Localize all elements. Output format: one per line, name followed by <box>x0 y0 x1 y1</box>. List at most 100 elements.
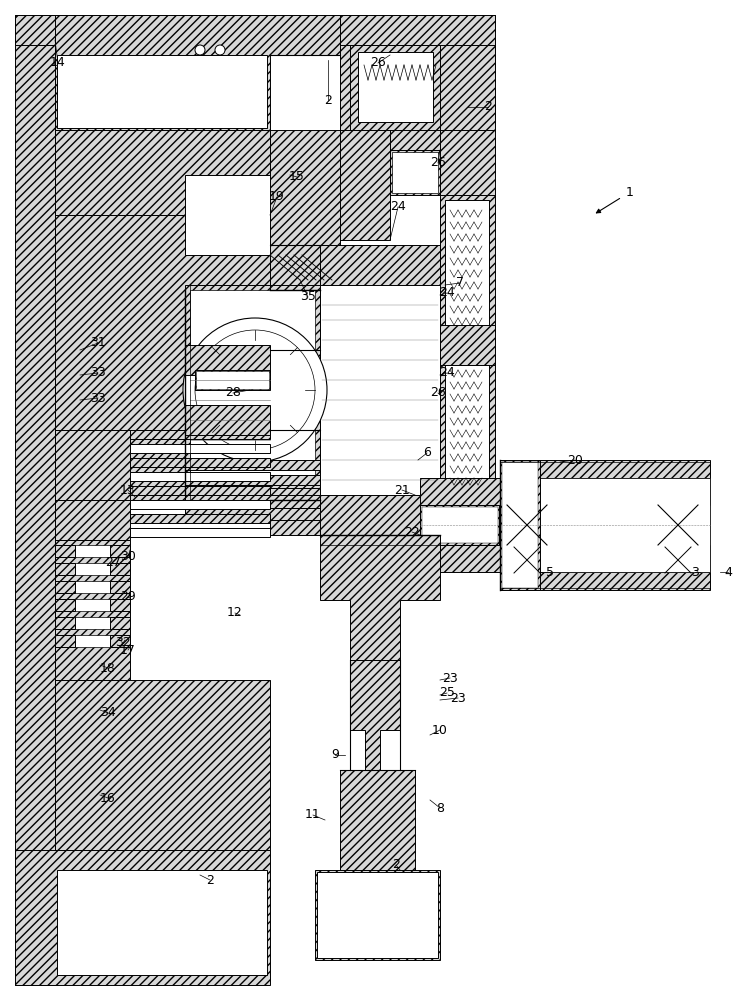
Text: 24: 24 <box>439 366 455 379</box>
Text: 1: 1 <box>626 186 634 200</box>
Bar <box>57 870 267 975</box>
Polygon shape <box>55 635 75 647</box>
Polygon shape <box>650 505 658 545</box>
Bar <box>507 505 547 545</box>
Polygon shape <box>55 545 75 557</box>
Text: 2: 2 <box>392 858 400 871</box>
Polygon shape <box>350 660 400 770</box>
Text: 18: 18 <box>100 662 116 674</box>
Polygon shape <box>55 599 75 611</box>
Bar <box>55 599 130 611</box>
Polygon shape <box>185 285 270 495</box>
Text: 15: 15 <box>289 170 305 184</box>
Polygon shape <box>185 460 320 470</box>
Polygon shape <box>185 475 320 485</box>
Text: 22: 22 <box>404 526 420 538</box>
Polygon shape <box>698 505 706 545</box>
Bar <box>445 365 489 485</box>
Polygon shape <box>55 500 130 540</box>
Polygon shape <box>110 581 130 593</box>
Polygon shape <box>55 563 75 575</box>
Bar <box>500 478 710 572</box>
Text: 26: 26 <box>370 56 386 70</box>
Text: 19: 19 <box>269 190 285 204</box>
Polygon shape <box>270 130 340 245</box>
Polygon shape <box>440 130 495 195</box>
Polygon shape <box>350 45 440 130</box>
Polygon shape <box>130 514 270 523</box>
Polygon shape <box>270 245 320 535</box>
Bar <box>130 500 270 509</box>
Polygon shape <box>110 599 130 611</box>
Polygon shape <box>15 850 270 985</box>
Text: 21: 21 <box>394 484 410 496</box>
Bar <box>514 547 540 573</box>
Polygon shape <box>270 285 320 495</box>
Polygon shape <box>500 460 540 590</box>
Polygon shape <box>55 15 340 130</box>
Text: 8: 8 <box>436 802 444 814</box>
Polygon shape <box>340 45 495 150</box>
Text: 13: 13 <box>120 484 136 496</box>
Text: 28: 28 <box>225 386 241 399</box>
Polygon shape <box>55 430 270 500</box>
Polygon shape <box>320 245 440 285</box>
Text: 6: 6 <box>423 446 431 460</box>
Polygon shape <box>110 545 130 557</box>
Bar <box>130 444 270 453</box>
Bar <box>130 472 270 481</box>
Polygon shape <box>340 130 390 240</box>
Text: 17: 17 <box>120 644 136 656</box>
Polygon shape <box>185 508 320 520</box>
Text: 23: 23 <box>442 672 458 684</box>
Polygon shape <box>659 547 665 573</box>
Polygon shape <box>547 505 555 545</box>
Bar <box>658 505 698 545</box>
Text: 16: 16 <box>100 792 116 804</box>
Circle shape <box>195 45 205 55</box>
Text: 25: 25 <box>439 686 455 700</box>
Polygon shape <box>55 540 130 680</box>
Polygon shape <box>15 15 495 45</box>
Text: 23: 23 <box>450 692 466 704</box>
Polygon shape <box>340 770 415 870</box>
Polygon shape <box>500 460 710 478</box>
Bar <box>665 547 691 573</box>
Bar <box>507 505 547 545</box>
Polygon shape <box>130 486 270 495</box>
Text: 32: 32 <box>115 637 131 650</box>
Polygon shape <box>420 545 710 572</box>
Bar <box>55 617 130 629</box>
Bar <box>658 505 698 545</box>
Polygon shape <box>130 430 270 439</box>
Polygon shape <box>15 15 55 985</box>
Polygon shape <box>499 505 507 545</box>
Circle shape <box>215 45 225 55</box>
Text: 3: 3 <box>691 566 699 578</box>
Bar <box>358 52 433 122</box>
Text: 33: 33 <box>90 366 106 379</box>
Polygon shape <box>320 495 440 535</box>
Polygon shape <box>55 617 75 629</box>
Text: 30: 30 <box>120 550 136 564</box>
Bar <box>502 462 538 588</box>
Bar <box>55 581 130 593</box>
Text: 14: 14 <box>50 56 66 70</box>
Text: 20: 20 <box>567 454 583 466</box>
Circle shape <box>183 318 327 462</box>
Bar <box>445 200 489 330</box>
Text: 9: 9 <box>331 748 339 762</box>
Polygon shape <box>185 345 270 375</box>
Bar <box>422 507 498 543</box>
Text: 26: 26 <box>430 156 446 169</box>
Polygon shape <box>500 572 710 590</box>
Polygon shape <box>55 430 130 500</box>
Polygon shape <box>340 15 495 150</box>
Polygon shape <box>110 563 130 575</box>
Text: 29: 29 <box>120 590 136 603</box>
Bar <box>514 547 540 573</box>
Text: 5: 5 <box>546 566 554 578</box>
Bar <box>190 290 315 485</box>
Polygon shape <box>440 325 495 365</box>
Text: 12: 12 <box>227 606 243 619</box>
